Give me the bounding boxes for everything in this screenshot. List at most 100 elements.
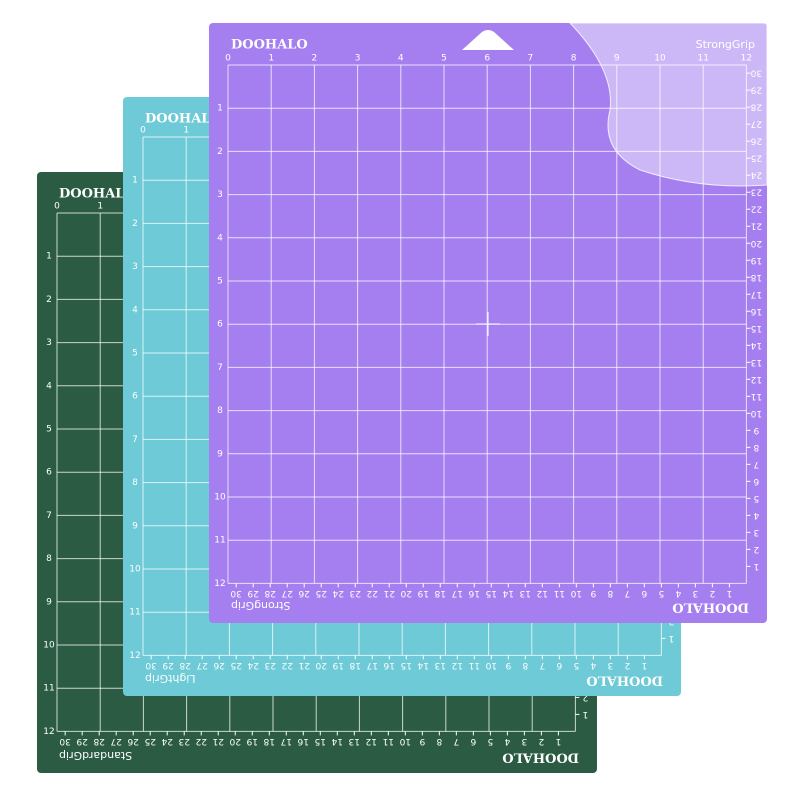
brand-label: DOOHALO <box>231 38 308 53</box>
ruler-label: 1 <box>583 709 589 719</box>
ruler-label: 5 <box>573 660 579 670</box>
ruler-label: 2 <box>754 544 760 554</box>
ruler-label: 7 <box>217 363 223 373</box>
ruler-label: 10 <box>43 641 55 651</box>
ruler-label: 3 <box>132 262 138 272</box>
ruler-label: 19 <box>417 588 429 598</box>
ruler-label: 9 <box>590 588 596 598</box>
ruler-label: 24 <box>750 170 762 180</box>
ruler-label: 15 <box>401 660 412 670</box>
grip-label: StrongGrip <box>231 599 290 612</box>
ruler-label: 6 <box>556 660 562 670</box>
ruler-label: 5 <box>217 277 223 287</box>
ruler-label: 14 <box>331 736 343 746</box>
ruler-label: 18 <box>263 736 275 746</box>
ruler-label: 23 <box>751 187 762 197</box>
ruler-label: 25 <box>315 588 326 598</box>
ruler-label: 28 <box>264 588 276 598</box>
ruler-label: 3 <box>693 588 699 598</box>
ruler-label: 15 <box>486 588 497 598</box>
ruler-label: 16 <box>297 736 309 746</box>
ruler-label: 2 <box>46 295 52 305</box>
ruler-label: 14 <box>750 340 762 350</box>
ruler-label: 24 <box>161 736 173 746</box>
ruler-label: 18 <box>750 272 762 282</box>
ruler-label: 1 <box>556 736 562 746</box>
ruler-label: 30 <box>750 68 762 78</box>
ruler-label: 10 <box>214 493 226 503</box>
ruler-label: 1 <box>217 104 223 114</box>
ruler-label: 23 <box>349 588 360 598</box>
ruler-label: 9 <box>46 597 52 607</box>
ruler-label: 12 <box>366 736 377 746</box>
ruler-label: 2 <box>132 219 138 229</box>
ruler-label: 8 <box>522 660 528 670</box>
ruler-label: 16 <box>383 660 395 670</box>
ruler-label: 3 <box>754 527 760 537</box>
ruler-label: 7 <box>453 736 459 746</box>
ruler-label: 19 <box>246 736 258 746</box>
ruler-label: 1 <box>132 176 138 186</box>
ruler-label: 30 <box>145 660 157 670</box>
ruler-label: 0 <box>225 54 231 64</box>
ruler-label: 1 <box>754 561 760 571</box>
ruler-label: 12 <box>43 727 54 737</box>
ruler-label: 29 <box>750 85 762 95</box>
ruler-label: 6 <box>46 468 52 478</box>
ruler-label: 17 <box>281 736 292 746</box>
ruler-label: 29 <box>247 588 259 598</box>
ruler-label: 21 <box>299 660 310 670</box>
ruler-label: 9 <box>217 449 223 459</box>
ruler-label: 11 <box>129 608 140 618</box>
ruler-label: 4 <box>46 381 52 391</box>
ruler-label: 17 <box>452 588 463 598</box>
ruler-label: 11 <box>43 684 54 694</box>
ruler-label: 30 <box>230 588 242 598</box>
ruler-label: 5 <box>658 588 664 598</box>
ruler-label: 11 <box>383 736 394 746</box>
ruler-label: 5 <box>754 493 760 503</box>
ruler-label: 13 <box>520 588 531 598</box>
ruler-label: 11 <box>554 588 565 598</box>
ruler-label: 12 <box>751 374 762 384</box>
ruler-label: 13 <box>349 736 360 746</box>
ruler-label: 18 <box>349 660 361 670</box>
ruler-label: 7 <box>624 588 630 598</box>
ruler-label: 12 <box>129 651 140 661</box>
ruler-label: 16 <box>750 306 762 316</box>
ruler-label: 9 <box>132 521 138 531</box>
ruler-label: 11 <box>214 536 225 546</box>
ruler-label: 24 <box>332 588 344 598</box>
ruler-label: 15 <box>751 323 762 333</box>
grip-label: LightGrip <box>145 672 196 685</box>
ruler-label: 2 <box>539 736 545 746</box>
ruler-label: 17 <box>367 660 378 670</box>
ruler-label: 23 <box>264 660 275 670</box>
ruler-label: 1 <box>183 126 189 136</box>
ruler-label: 20 <box>315 660 327 670</box>
ruler-label: 12 <box>452 660 463 670</box>
ruler-label: 25 <box>144 736 155 746</box>
ruler-label: 23 <box>178 736 189 746</box>
ruler-label: 22 <box>751 204 762 214</box>
ruler-label: 6 <box>217 320 223 330</box>
ruler-label: 28 <box>750 102 762 112</box>
grip-label: StrongGrip <box>696 38 755 51</box>
ruler-label: 3 <box>46 338 52 348</box>
ruler-label: 11 <box>751 391 762 401</box>
ruler-label: 2 <box>625 660 631 670</box>
ruler-label: 4 <box>132 305 138 315</box>
ruler-label: 4 <box>504 736 510 746</box>
ruler-label: 4 <box>590 660 596 670</box>
ruler-label: 1 <box>46 252 52 262</box>
ruler-label: 20 <box>750 238 762 248</box>
brand-label: DOOHALO <box>672 600 749 615</box>
ruler-label: 2 <box>583 692 589 702</box>
ruler-label: 0 <box>140 126 146 136</box>
ruler-label: 8 <box>607 588 613 598</box>
ruler-label: 3 <box>522 736 528 746</box>
ruler-label: 6 <box>484 54 490 64</box>
ruler-label: 9 <box>614 54 620 64</box>
ruler-label: 7 <box>539 660 545 670</box>
ruler-label: 8 <box>132 478 138 488</box>
